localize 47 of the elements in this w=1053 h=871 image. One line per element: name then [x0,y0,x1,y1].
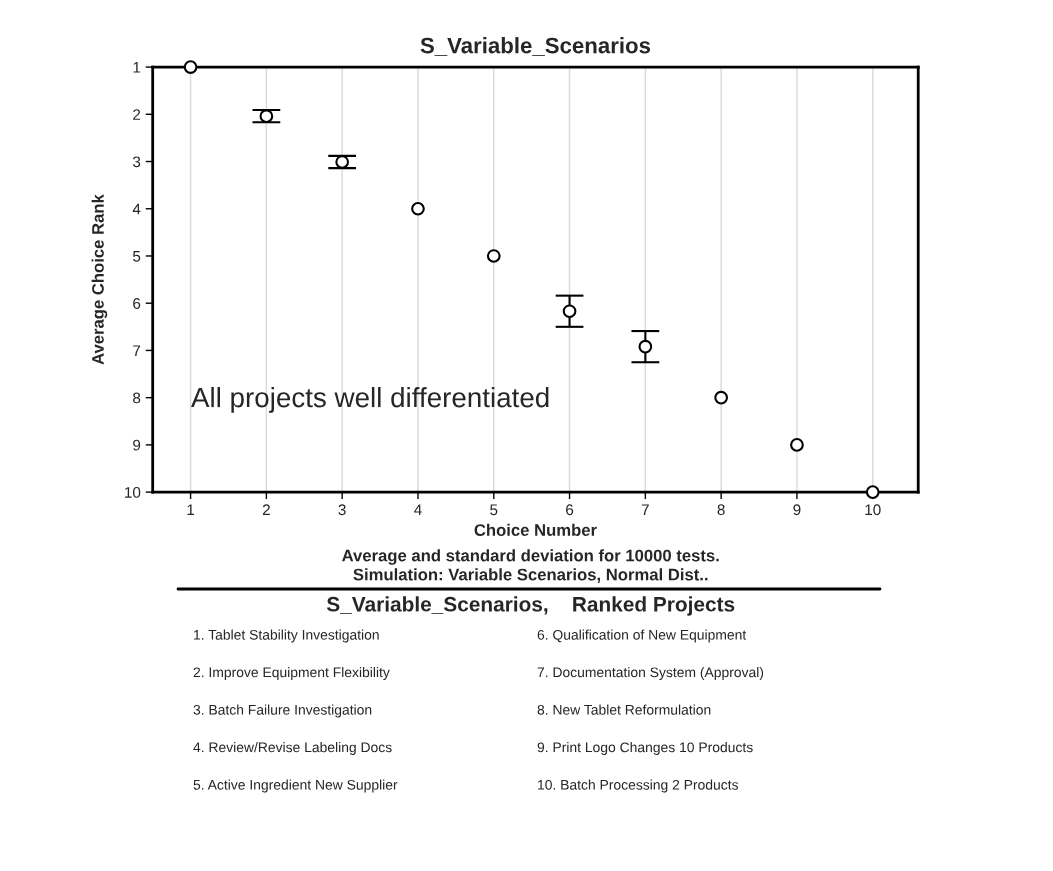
point [562,304,577,319]
y-tick-label: 6 [133,298,141,309]
text: 6. Qualification of New Equipment [537,629,747,643]
x-tick-label: 5 [490,504,498,516]
x-tick-label: 8 [717,504,725,516]
x-tick-label: 2 [262,504,270,515]
y-tick-label: 4 [132,203,141,215]
chart-title: S_Variable_Scenarios [420,37,651,56]
text: 10. Batch Processing 2 Products [538,779,738,793]
annotation: All projects well differentiated [191,386,549,413]
y-tick-label: 5 [132,251,141,262]
point [259,109,274,124]
y-tick-label: 8 [133,392,141,404]
text: 1. Tablet Stability Investigation [194,629,379,643]
x-axis-title: Choice Number [474,523,597,536]
text: 5. Active Ingredient New Supplier [193,779,398,793]
text: 4. Review/Revise Labeling Docs [193,742,392,755]
x-tick-label: 3 [338,504,346,516]
text: 3. Batch Failure Investigation [193,704,372,718]
x-tick-label: 6 [566,504,574,516]
text: S_Variable_Scenarios, Ranked Projects [326,596,735,616]
text: Simulation: Variable Scenarios, Normal Dist.. [353,568,708,583]
point [411,201,425,216]
y-tick-label: 2 [133,109,141,120]
point [335,155,350,169]
y-tick-label: 9 [133,439,141,451]
y-tick-label: 1 [133,62,141,73]
point [714,390,728,405]
y-axis-title: Average Choice Rank [91,194,108,365]
x-tick-label: 10 [865,504,881,516]
x-tick-label: 1 [187,504,195,515]
x-tick-label: 7 [641,504,649,515]
point [865,485,880,499]
y-tick-label: 10 [125,486,141,498]
text: Average and standard deviation for 10000 tests. [342,549,719,565]
y-tick-label: 7 [133,345,141,356]
point [790,438,804,452]
text: 9. Print Logo Changes 10 Products [537,742,753,755]
text: 7. Documentation System (Approval) [537,667,764,680]
point [486,249,501,263]
text: 8. New Tablet Reformulation [537,704,711,715]
x-tick-label: 4 [414,504,422,515]
text: 2. Improve Equipment Flexibility [193,667,390,680]
point [183,60,198,74]
x-tick-label: 9 [793,504,801,516]
y-tick-label: 3 [132,156,141,168]
point [638,339,653,354]
